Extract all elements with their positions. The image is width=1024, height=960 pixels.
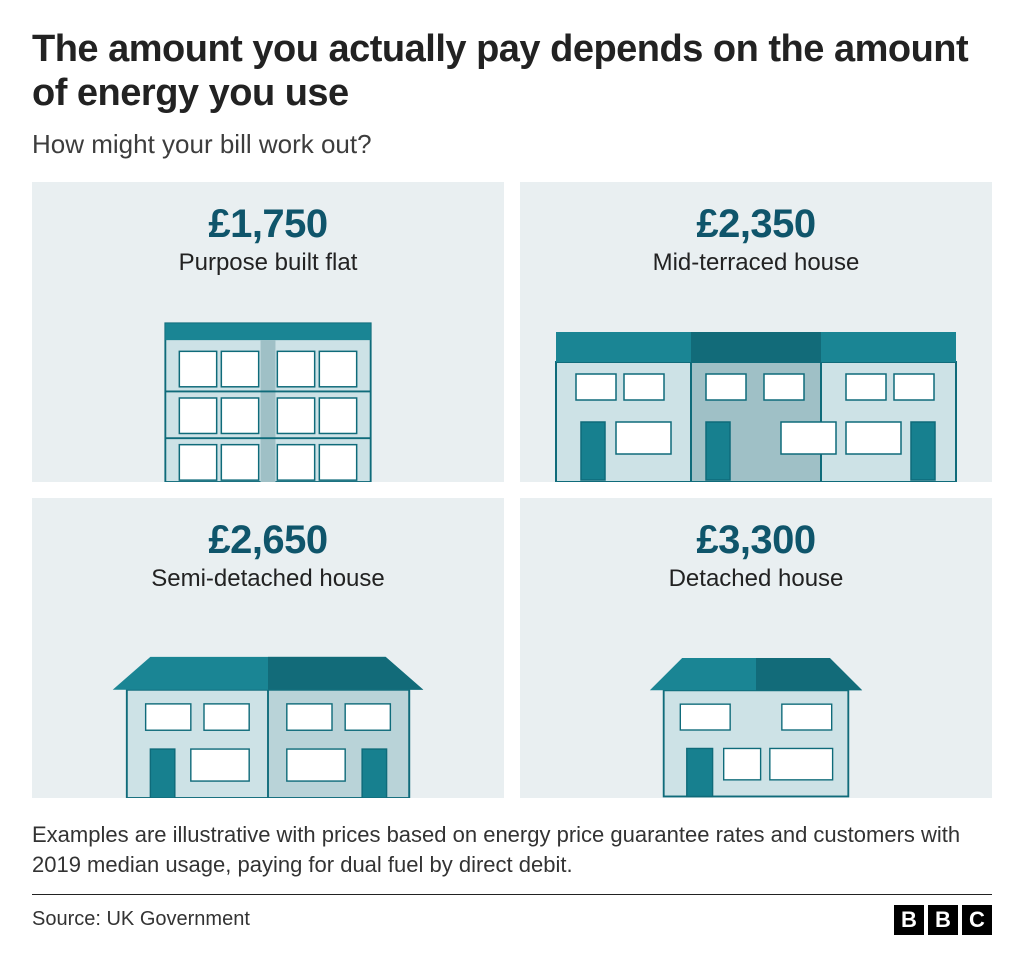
card-detached: £3,300 Detached house [520, 498, 992, 798]
bbc-logo-letter: B [894, 905, 924, 935]
page-title: The amount you actually pay depends on t… [32, 28, 992, 115]
card-label: Semi-detached house [151, 565, 384, 593]
card-label: Detached house [669, 565, 844, 593]
card-label: Purpose built flat [179, 249, 358, 277]
cards-grid: £1,750 Purpose built flat [32, 182, 992, 798]
card-price: £1,750 [208, 202, 327, 247]
detached-icon [532, 607, 980, 798]
caption-text: Examples are illustrative with prices ba… [32, 820, 992, 879]
card-price: £3,300 [696, 518, 815, 563]
source-text: Source: UK Government [32, 908, 250, 931]
card-price: £2,350 [696, 202, 815, 247]
bbc-logo-letter: B [928, 905, 958, 935]
semi-detached-icon [44, 607, 492, 798]
bbc-logo-letter: C [962, 905, 992, 935]
card-semi: £2,650 Semi-detached house [32, 498, 504, 798]
bbc-logo: B B C [894, 905, 992, 935]
footer: Source: UK Government B B C [32, 894, 992, 935]
card-terrace: £2,350 Mid-terraced house [520, 182, 992, 482]
card-label: Mid-terraced house [653, 249, 860, 277]
terrace-icon [532, 291, 980, 482]
flat-icon [44, 291, 492, 482]
card-price: £2,650 [208, 518, 327, 563]
card-flat: £1,750 Purpose built flat [32, 182, 504, 482]
page-subtitle: How might your bill work out? [32, 129, 992, 160]
